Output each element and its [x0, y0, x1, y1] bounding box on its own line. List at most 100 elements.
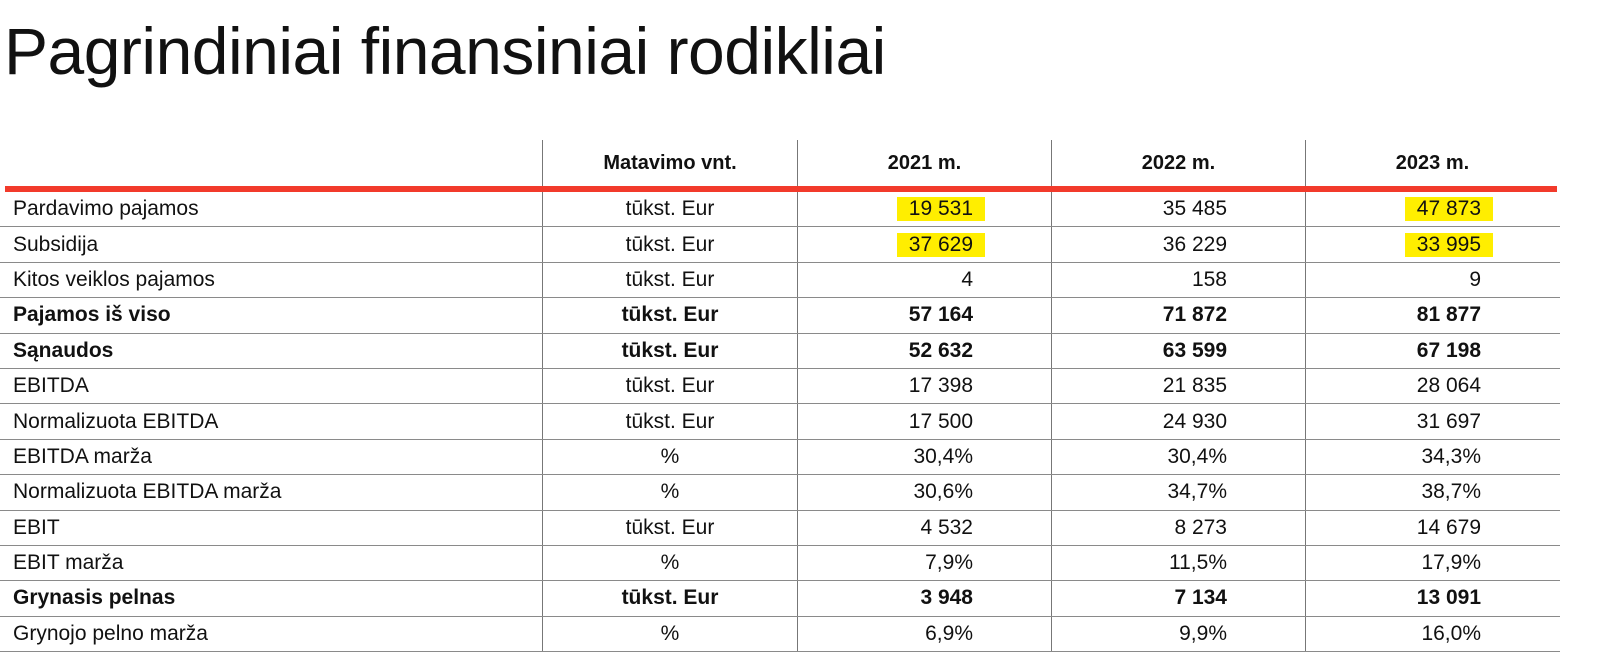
value: 8 273	[1174, 515, 1227, 539]
row-unit: tūkst. Eur	[542, 581, 797, 616]
value: 57 164	[908, 303, 973, 327]
cell-value: 47 873	[1305, 192, 1559, 227]
value: 24 930	[1162, 409, 1227, 433]
row-unit: tūkst. Eur	[542, 192, 797, 227]
header-divider	[5, 186, 1557, 192]
cell-value: 34,7%	[1051, 475, 1305, 510]
cell-value: 34,3%	[1305, 439, 1559, 475]
page-title: Pagrindiniai finansiniai rodikliai	[4, 14, 886, 88]
row-label: Pajamos iš viso	[13, 303, 171, 327]
value: 30,6%	[913, 480, 973, 504]
header-label	[0, 140, 542, 186]
cell-value: 9,9%	[1051, 616, 1305, 652]
row-label: Kitos veiklos pajamos	[13, 267, 215, 291]
cell-value: 17,9%	[1305, 545, 1559, 581]
table-row: EBITDA marža % 30,4% 30,4% 34,3%	[0, 439, 1560, 476]
cell-value: 33 995	[1305, 227, 1559, 262]
value: 9	[1469, 267, 1481, 291]
cell-value: 30,6%	[797, 475, 1051, 510]
value: 17 500	[908, 409, 973, 433]
cell-value: 57 164	[797, 298, 1051, 333]
table-row: EBITDA tūkst. Eur 17 398 21 835 28 064	[0, 368, 1560, 405]
cell-value: 30,4%	[797, 439, 1051, 475]
value: 34,3%	[1421, 444, 1481, 468]
value: 30,4%	[913, 444, 973, 468]
table-row: EBIT marža % 7,9% 11,5% 17,9%	[0, 545, 1560, 582]
cell-value: 7 134	[1051, 581, 1305, 616]
header-year-2021: 2021 m.	[797, 140, 1051, 186]
cell-value: 13 091	[1305, 581, 1559, 616]
value: 11,5%	[1169, 551, 1227, 575]
value: 13 091	[1416, 586, 1481, 610]
header-unit: Matavimo vnt.	[542, 140, 797, 186]
row-label: Normalizuota EBITDA	[13, 409, 219, 433]
cell-value: 52 632	[797, 333, 1051, 368]
row-label: Pardavimo pajamos	[13, 197, 199, 221]
value: 6,9%	[925, 621, 973, 645]
highlighted-value: 33 995	[1404, 232, 1493, 257]
row-label: Sąnaudos	[13, 338, 114, 362]
value: 4 532	[920, 515, 973, 539]
value: 67 198	[1416, 338, 1481, 362]
table-row: Pardavimo pajamos tūkst. Eur 19 531 35 485…	[0, 192, 1560, 228]
cell-value: 14 679	[1305, 510, 1559, 545]
highlighted-value: 19 531	[896, 197, 985, 222]
cell-value: 3 948	[797, 581, 1051, 616]
value: 63 599	[1162, 338, 1227, 362]
value: 14 679	[1416, 515, 1481, 539]
cell-value: 31 697	[1305, 404, 1559, 439]
cell-value: 30,4%	[1051, 439, 1305, 475]
value: 9,9%	[1179, 621, 1227, 645]
value: 30,4%	[1167, 444, 1227, 468]
value: 36 229	[1162, 232, 1227, 256]
table-row: EBIT tūkst. Eur 4 532 8 273 14 679	[0, 510, 1560, 546]
row-label: EBIT marža	[13, 551, 124, 575]
cell-value: 36 229	[1051, 227, 1305, 262]
cell-value: 6,9%	[797, 616, 1051, 652]
row-unit: %	[542, 475, 797, 510]
value: 16,0%	[1421, 621, 1481, 645]
cell-value: 19 531	[797, 192, 1051, 227]
row-unit: tūkst. Eur	[542, 227, 797, 262]
financial-table: Matavimo vnt. 2021 m. 2022 m. 2023 m. Pa…	[0, 140, 1560, 653]
value: 81 877	[1416, 303, 1481, 327]
row-label: EBITDA marža	[13, 444, 152, 468]
row-unit: tūkst. Eur	[542, 404, 797, 439]
cell-value: 17 398	[797, 368, 1051, 404]
cell-value: 16,0%	[1305, 616, 1559, 652]
value: 3 948	[920, 586, 973, 610]
row-label: EBITDA	[13, 374, 89, 398]
table-row: Pajamos iš viso tūkst. Eur 57 164 71 872 81…	[0, 298, 1560, 334]
value: 52 632	[908, 338, 973, 362]
cell-value: 71 872	[1051, 298, 1305, 333]
row-label: Subsidija	[13, 232, 99, 256]
value: 17 398	[908, 374, 973, 398]
cell-value: 35 485	[1051, 192, 1305, 227]
row-unit: tūkst. Eur	[542, 368, 797, 404]
table-header: Matavimo vnt. 2021 m. 2022 m. 2023 m.	[0, 140, 1560, 186]
header-year-2023: 2023 m.	[1305, 140, 1559, 186]
row-unit: tūkst. Eur	[542, 298, 797, 333]
value: 34,7%	[1167, 480, 1227, 504]
value: 158	[1191, 267, 1227, 291]
cell-value: 37 629	[797, 227, 1051, 262]
highlighted-value: 47 873	[1404, 197, 1493, 222]
value: 17,9%	[1421, 551, 1481, 575]
table-row: Grynojo pelno marža % 6,9% 9,9% 16,0%	[0, 616, 1560, 653]
row-unit: tūkst. Eur	[542, 333, 797, 368]
table-row: Sąnaudos tūkst. Eur 52 632 63 599 67 198	[0, 333, 1560, 369]
table-body: Pardavimo pajamos tūkst. Eur 19 531 35 485…	[0, 192, 1560, 653]
row-label: Grynasis pelnas	[13, 586, 176, 610]
cell-value: 24 930	[1051, 404, 1305, 439]
cell-value: 8 273	[1051, 510, 1305, 545]
value: 38,7%	[1421, 480, 1481, 504]
value: 35 485	[1162, 197, 1227, 221]
table-row: Subsidija tūkst. Eur 37 629 36 229 33 995	[0, 227, 1560, 263]
row-label: EBIT	[13, 515, 60, 539]
value: 21 835	[1162, 374, 1227, 398]
cell-value: 21 835	[1051, 368, 1305, 404]
value: 7 134	[1174, 586, 1227, 610]
row-unit: tūkst. Eur	[542, 510, 797, 545]
cell-value: 81 877	[1305, 298, 1559, 333]
cell-value: 9	[1305, 262, 1559, 298]
